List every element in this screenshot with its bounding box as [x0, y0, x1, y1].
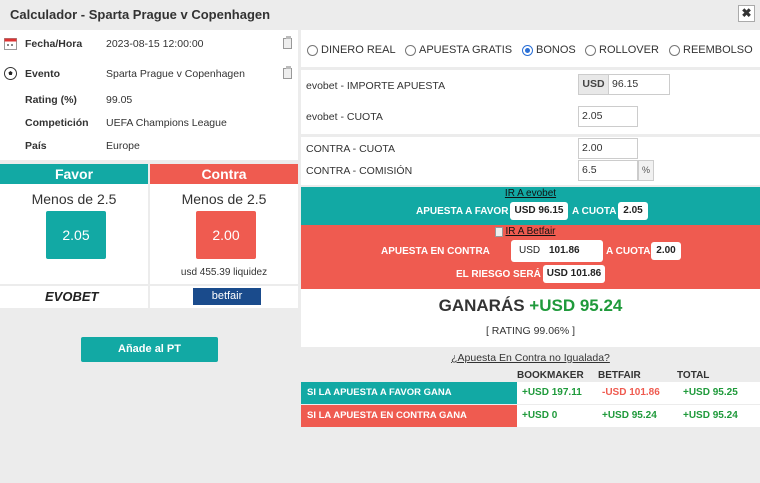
- total-cell: +USD 95.24: [683, 410, 738, 421]
- total-cell: +USD 95.25: [683, 387, 738, 398]
- row-label: SI LA APUESTA A FAVOR GANA: [301, 382, 517, 404]
- lay-odds-label: CONTRA - CUOTA: [306, 143, 396, 155]
- title-bar: Calculador - Sparta Prague v Copenhagen …: [0, 0, 760, 30]
- radio-label: APUESTA GRATIS: [419, 44, 513, 56]
- favor-selection: Menos de 2.5: [31, 191, 117, 207]
- info-value: Europe: [106, 140, 140, 152]
- radio-dot[interactable]: [307, 45, 318, 56]
- radio-label: DINERO REAL: [321, 44, 396, 56]
- contra-summary-band: IR A Betfair APUESTA EN CONTRA USD 101.8…: [301, 225, 760, 289]
- window-title: Calculador - Sparta Prague v Copenhagen: [10, 7, 271, 22]
- info-label: Competición: [25, 117, 89, 129]
- table-header: TOTAL: [677, 370, 710, 381]
- commission-input[interactable]: 6.5: [578, 160, 638, 181]
- favor-odds-value: 2.05: [618, 202, 648, 220]
- lay-bet-section: CONTRA - CUOTA 2.00 CONTRA - COMISIÓN 6.…: [301, 137, 760, 185]
- favor-summary-band: IR A evobet APUESTA A FAVOR USD 96.15 A …: [301, 187, 760, 225]
- betfair-cell: -USD 101.86: [602, 387, 660, 398]
- contra-odds-value: 2.00: [651, 242, 681, 260]
- contra-selection: Menos de 2.5: [181, 191, 267, 207]
- add-to-pt-button[interactable]: Añade al PT: [81, 337, 218, 362]
- radio-dot[interactable]: [669, 45, 680, 56]
- favor-odds[interactable]: 2.05: [46, 211, 106, 259]
- favor-bet-value: USD 96.15: [510, 202, 568, 220]
- profit-result: GANARÁS +USD 95.24 [ RATING 99.06% ]: [301, 289, 760, 347]
- table-row: SI LA APUESTA EN CONTRA GANA +USD 0 +USD…: [301, 405, 760, 427]
- info-value: Sparta Prague v Copenhagen: [106, 68, 245, 80]
- commission-label: CONTRA - COMISIÓN: [306, 165, 413, 177]
- radio-dot[interactable]: [585, 45, 596, 56]
- result-rating: [ RATING 99.06% ]: [485, 325, 576, 337]
- exchange-logo-cell: betfair: [150, 286, 298, 308]
- back-odds-label: evobet - CUOTA: [306, 111, 383, 123]
- bookmaker-cell: +USD 197.11: [522, 387, 582, 398]
- profit-headline: GANARÁS +USD 95.24: [301, 296, 760, 316]
- risk-value: USD 101.86: [543, 265, 605, 283]
- info-label: Evento: [25, 68, 61, 80]
- event-info: Fecha/Hora 2023-08-15 12:00:00 Evento Sp…: [0, 30, 298, 160]
- back-odds-input[interactable]: 2.05: [578, 106, 638, 127]
- contra-currency: USD: [519, 245, 541, 256]
- info-row-competition: Competición UEFA Champions League: [0, 113, 298, 135]
- favor-header: Favor: [0, 164, 148, 184]
- favor-bet-label: APUESTA A FAVOR: [416, 206, 509, 217]
- table-header: BOOKMAKER: [517, 370, 584, 381]
- info-value: UEFA Champions League: [106, 117, 227, 129]
- back-bet-section: evobet - IMPORTE APUESTA USD 96.15 evobe…: [301, 70, 760, 134]
- copy-icon[interactable]: [495, 227, 503, 237]
- info-value: 99.05: [106, 94, 133, 106]
- stake-input[interactable]: 96.15: [608, 74, 670, 95]
- go-to-betfair-link[interactable]: IR A Betfair: [505, 226, 556, 237]
- go-to-evobet-link[interactable]: IR A evobet: [504, 188, 557, 199]
- soccer-ball-icon: [4, 67, 17, 80]
- info-row-date: Fecha/Hora 2023-08-15 12:00:00: [0, 34, 298, 56]
- contra-odds-label: A CUOTA: [606, 246, 651, 257]
- radio-dot[interactable]: [522, 45, 533, 56]
- stake-label: evobet - IMPORTE APUESTA: [306, 80, 446, 92]
- bookmaker-cell: +USD 0: [522, 410, 558, 421]
- mode-selector: DINERO REAL APUESTA GRATIS BONOS ROLLOVE…: [301, 30, 760, 67]
- contra-bet-value: 101.86: [549, 245, 580, 256]
- close-button[interactable]: ✖: [738, 5, 755, 22]
- favor-odds-label: A CUOTA: [572, 206, 617, 217]
- profit-prefix: GANARÁS: [438, 296, 525, 315]
- betfair-logo[interactable]: betfair: [193, 288, 261, 305]
- table-header: BETFAIR: [598, 370, 641, 381]
- contra-liquidity: usd 455.39 liquidez: [180, 267, 268, 278]
- copy-icon[interactable]: [283, 36, 292, 49]
- radio-label: ROLLOVER: [599, 44, 659, 56]
- left-panel: Fecha/Hora 2023-08-15 12:00:00 Evento Sp…: [0, 30, 298, 483]
- info-label: Rating (%): [25, 94, 77, 106]
- betfair-cell: +USD 95.24: [602, 410, 657, 421]
- info-row-country: País Europe: [0, 136, 298, 158]
- profit-amount: +USD 95.24: [529, 296, 623, 315]
- contra-bet-label: APUESTA EN CONTRA: [381, 246, 490, 257]
- calendar-icon: [4, 38, 17, 50]
- info-value: 2023-08-15 12:00:00: [106, 38, 204, 50]
- info-label: País: [25, 140, 47, 152]
- radio-label: REEMBOLSO: [683, 44, 753, 56]
- percent-addon: %: [638, 160, 654, 181]
- contra-bet-box: USD 101.86: [511, 240, 603, 262]
- table-row: SI LA APUESTA A FAVOR GANA +USD 197.11 -…: [301, 382, 760, 404]
- contra-odds[interactable]: 2.00: [196, 211, 256, 259]
- copy-icon[interactable]: [283, 66, 292, 79]
- bookmaker-logo-cell: EVOBET: [0, 286, 148, 308]
- info-row-event: Evento Sparta Prague v Copenhagen: [0, 64, 298, 86]
- evobet-logo[interactable]: EVOBET: [45, 289, 99, 304]
- contra-card: Menos de 2.5 2.00 usd 455.39 liquidez: [150, 184, 298, 284]
- currency-label: USD: [578, 74, 609, 95]
- lay-odds-input[interactable]: 2.00: [578, 138, 638, 159]
- contra-header: Contra: [150, 164, 298, 184]
- radio-label: BONOS: [536, 44, 576, 56]
- risk-label: EL RIESGO SERÁ: [456, 269, 541, 280]
- unmatched-lay-link[interactable]: ¿Apuesta En Contra no Igualada?: [451, 352, 610, 364]
- info-row-rating: Rating (%) 99.05: [0, 90, 298, 112]
- info-label: Fecha/Hora: [25, 38, 83, 50]
- radio-dot[interactable]: [405, 45, 416, 56]
- favor-card: Menos de 2.5 2.05: [0, 184, 148, 284]
- row-label: SI LA APUESTA EN CONTRA GANA: [301, 405, 517, 427]
